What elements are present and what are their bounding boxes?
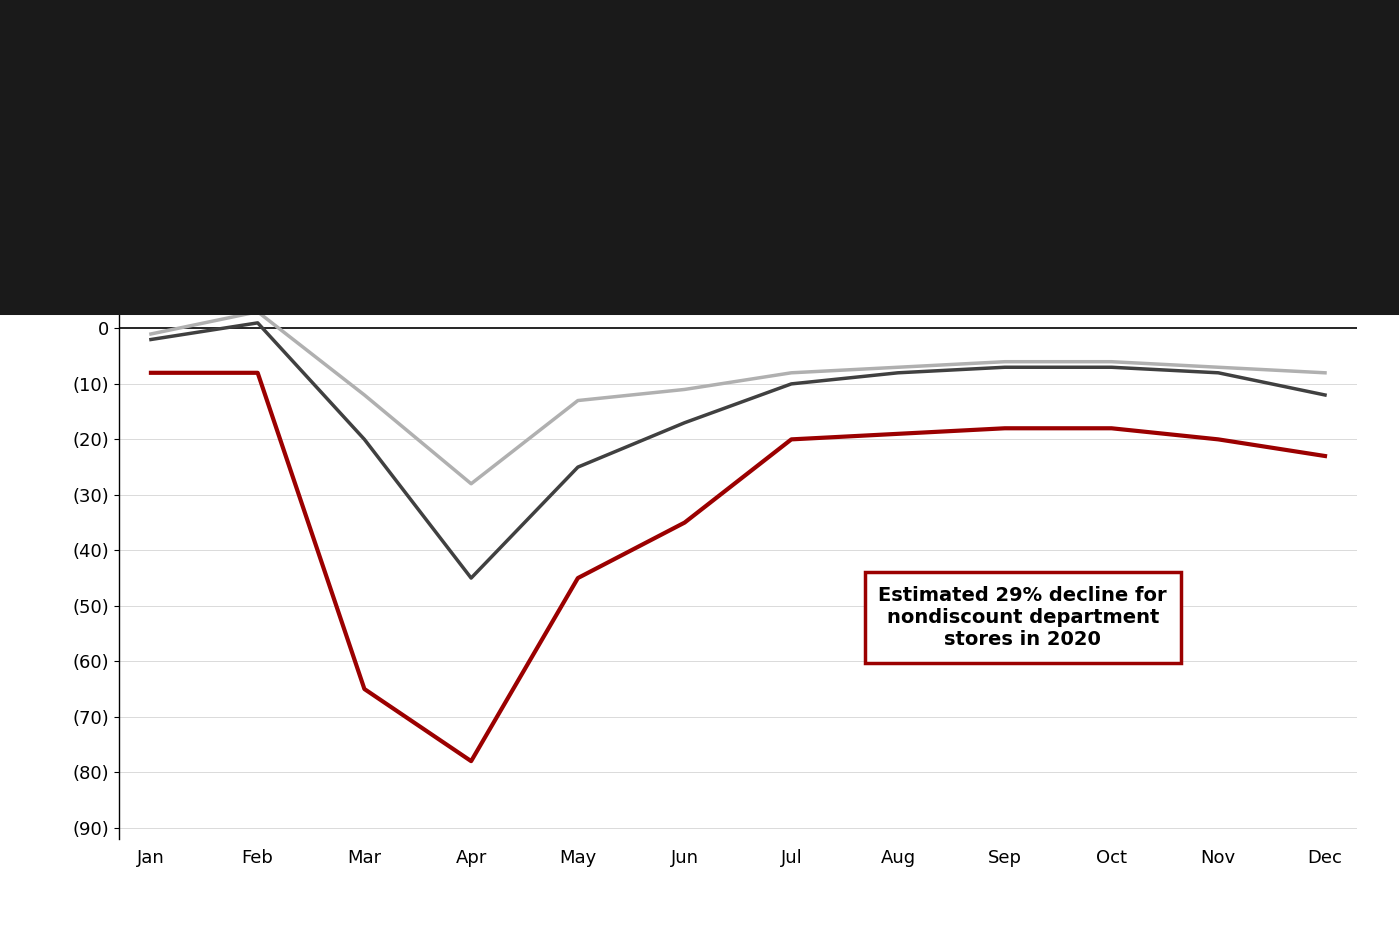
Text: Estimated 29% decline for
nondiscount department
stores in 2020: Estimated 29% decline for nondiscount de… <box>879 586 1167 649</box>
Legend: Department Stores Total*, Nondiscount Department Stores, Discount Department Sto: Department Stores Total*, Nondiscount De… <box>397 113 767 204</box>
Text: Figure 1. US Department-Store Retail Sales, 2020: YoY % Change: Figure 1. US Department-Store Retail Sal… <box>25 51 894 75</box>
